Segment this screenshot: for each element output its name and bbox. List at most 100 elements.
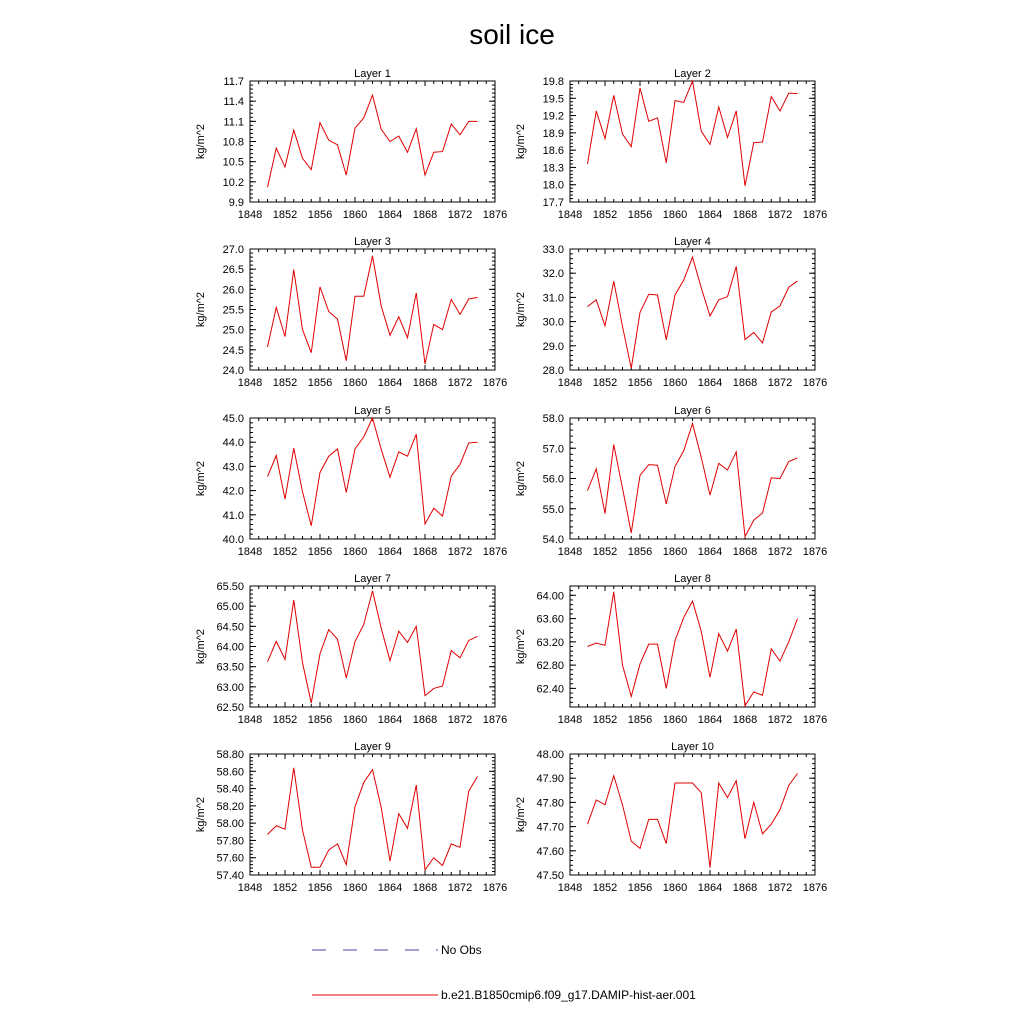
- panel-layer-2: Layer 2 kg/m^2 1848 1852 1856 1860 1864 1868 187…: [515, 68, 827, 221]
- series-line: [587, 255, 798, 369]
- x-tick-label: 1868: [413, 714, 437, 726]
- x-tick-label: 1868: [413, 882, 437, 894]
- panel-layer-8: Layer 8 kg/m^2 1848 1852 1856 1860 1864 1868 187…: [515, 573, 827, 726]
- x-tick-label: 1868: [413, 209, 437, 221]
- x-tick-label: 1868: [733, 882, 757, 894]
- y-tick-label: 18.6: [543, 145, 564, 157]
- y-axis-label: kg/m^2: [195, 797, 207, 832]
- x-tick-label: 1872: [768, 209, 792, 221]
- panel-title: Layer 9: [354, 741, 391, 753]
- y-tick-label: 24.0: [223, 365, 244, 377]
- x-tick-label: 1856: [308, 546, 332, 558]
- panel-layer-9: Layer 9 kg/m^2 1848 1852 1856 1860 1864 1868 187…: [195, 741, 507, 894]
- y-tick-label: 65.50: [216, 581, 244, 593]
- y-tick-label: 28.0: [543, 365, 564, 377]
- x-tick-label: 1860: [663, 882, 687, 894]
- x-tick-label: 1860: [343, 377, 367, 389]
- x-tick-label: 1876: [803, 209, 827, 221]
- x-tick-label: 1872: [768, 882, 792, 894]
- y-tick-label: 42.0: [223, 486, 244, 498]
- series-line: [267, 255, 478, 365]
- x-tick-label: 1864: [698, 377, 722, 389]
- y-tick-label: 47.50: [536, 870, 564, 882]
- x-tick-label: 1876: [483, 546, 507, 558]
- x-tick-label: 1852: [273, 882, 297, 894]
- y-tick-label: 19.8: [543, 76, 564, 88]
- plot-frame: [249, 417, 496, 540]
- y-tick-label: 33.0: [543, 244, 564, 256]
- y-tick-label: 57.80: [216, 835, 244, 847]
- x-tick-label: 1876: [803, 546, 827, 558]
- x-tick-label: 1872: [448, 714, 472, 726]
- y-tick-label: 11.1: [223, 116, 244, 128]
- panel-title: Layer 4: [674, 236, 711, 248]
- panel-layer-5: Layer 5 kg/m^2 1848 1852 1856 1860 1864 1868 187…: [195, 405, 507, 558]
- x-tick-label: 1852: [593, 714, 617, 726]
- x-tick-label: 1872: [448, 377, 472, 389]
- y-tick-label: 55.0: [543, 504, 564, 516]
- x-tick-label: 1868: [413, 546, 437, 558]
- y-tick-label: 25.0: [223, 325, 244, 337]
- x-tick-label: 1856: [308, 714, 332, 726]
- x-tick-label: 1848: [558, 377, 582, 389]
- y-tick-label: 47.80: [536, 797, 564, 809]
- y-tick-label: 56.0: [543, 474, 564, 486]
- y-tick-label: 58.40: [216, 784, 244, 796]
- x-tick-label: 1860: [663, 714, 687, 726]
- y-tick-label: 25.5: [223, 305, 244, 317]
- x-tick-label: 1868: [733, 546, 757, 558]
- x-tick-label: 1848: [558, 714, 582, 726]
- y-axis-label: kg/m^2: [515, 461, 527, 496]
- series-line: [267, 590, 478, 704]
- y-tick-label: 63.20: [536, 637, 564, 649]
- y-axis-label: kg/m^2: [515, 124, 527, 159]
- x-tick-label: 1860: [343, 714, 367, 726]
- y-tick-label: 47.70: [536, 822, 564, 834]
- x-tick-label: 1848: [558, 882, 582, 894]
- y-tick-label: 58.00: [216, 818, 244, 830]
- x-tick-label: 1848: [238, 209, 262, 221]
- x-tick-label: 1848: [238, 714, 262, 726]
- x-tick-label: 1856: [628, 377, 652, 389]
- x-tick-label: 1868: [413, 377, 437, 389]
- plot-frame: [249, 248, 496, 371]
- y-tick-label: 58.20: [216, 801, 244, 813]
- x-tick-label: 1856: [628, 882, 652, 894]
- x-tick-label: 1864: [378, 882, 402, 894]
- x-tick-label: 1868: [733, 714, 757, 726]
- x-tick-label: 1864: [698, 546, 722, 558]
- plot-frame: [569, 753, 816, 876]
- y-tick-label: 63.60: [536, 614, 564, 626]
- panel-title: Layer 8: [674, 573, 711, 585]
- y-tick-label: 18.9: [543, 128, 564, 140]
- plot-frame: [569, 585, 816, 708]
- panel-title: Layer 3: [354, 236, 391, 248]
- y-tick-label: 64.00: [536, 590, 564, 602]
- y-tick-label: 27.0: [223, 244, 244, 256]
- x-tick-label: 1860: [343, 882, 367, 894]
- y-tick-label: 47.90: [536, 773, 564, 785]
- series-line: [267, 767, 478, 872]
- x-tick-label: 1848: [238, 546, 262, 558]
- y-axis-label: kg/m^2: [195, 461, 207, 496]
- figure-title: soil ice: [469, 19, 555, 50]
- x-tick-label: 1872: [768, 546, 792, 558]
- series-line: [587, 421, 798, 539]
- y-axis-label: kg/m^2: [195, 124, 207, 159]
- y-tick-label: 17.7: [543, 197, 564, 209]
- y-tick-label: 40.0: [223, 534, 244, 546]
- legend-label-no-obs: No Obs: [441, 943, 482, 957]
- x-tick-label: 1856: [308, 209, 332, 221]
- y-tick-label: 18.0: [543, 180, 564, 192]
- panel-layer-1: Layer 1 kg/m^2 1848 1852 1856 1860 1864 1868 187…: [195, 68, 507, 221]
- y-tick-label: 58.60: [216, 766, 244, 778]
- x-tick-label: 1856: [628, 209, 652, 221]
- x-tick-label: 1856: [628, 714, 652, 726]
- panel-title: Layer 10: [671, 741, 714, 753]
- x-tick-label: 1876: [483, 377, 507, 389]
- y-tick-label: 45.0: [223, 413, 244, 425]
- y-tick-label: 62.80: [536, 660, 564, 672]
- panel-title: Layer 5: [354, 405, 391, 417]
- x-tick-label: 1852: [273, 377, 297, 389]
